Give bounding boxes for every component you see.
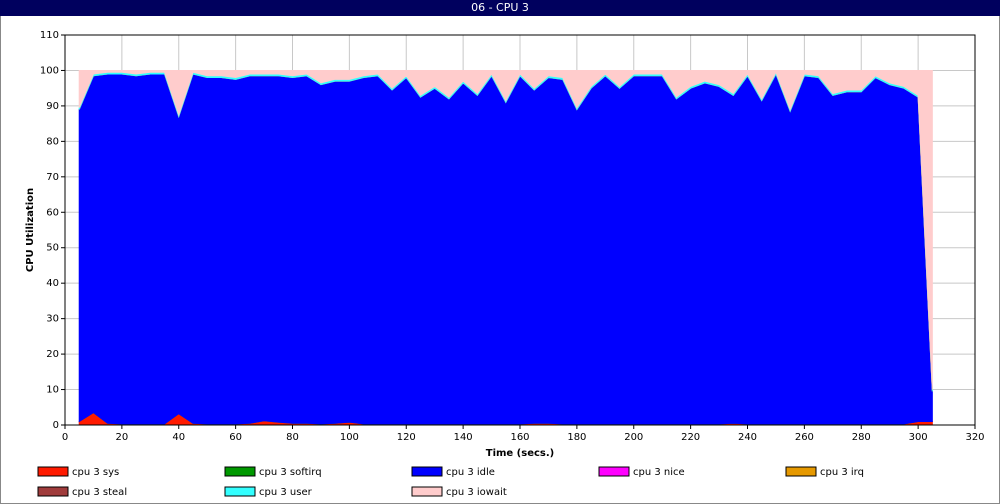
y-tick-label: 30: [46, 314, 59, 325]
y-tick-label: 100: [40, 65, 59, 76]
x-tick-label: 40: [172, 432, 185, 443]
x-tick-label: 80: [286, 432, 299, 443]
x-tick-label: 20: [116, 432, 129, 443]
x-tick-label: 300: [909, 432, 928, 443]
legend-swatch: [411, 486, 443, 497]
y-tick-label: 60: [46, 207, 59, 218]
x-tick-label: 220: [681, 432, 700, 443]
x-tick-label: 120: [397, 432, 416, 443]
x-tick-label: 60: [229, 432, 242, 443]
x-tick-label: 160: [510, 432, 529, 443]
y-tick-label: 70: [46, 172, 59, 183]
legend-label: cpu 3 sys: [72, 467, 119, 478]
x-tick-label: 100: [340, 432, 359, 443]
legend-label: cpu 3 iowait: [446, 487, 507, 498]
legend-swatch: [598, 466, 630, 477]
x-tick-label: 0: [62, 432, 68, 443]
y-axis-label: CPU Utilization: [25, 188, 36, 272]
legend-swatch: [224, 486, 256, 497]
legend-label: cpu 3 nice: [633, 467, 685, 478]
x-axis-label: Time (secs.): [486, 448, 555, 459]
legend-swatch: [785, 466, 817, 477]
legend-swatch: [411, 466, 443, 477]
x-tick-label: 180: [567, 432, 586, 443]
x-tick-label: 320: [965, 432, 984, 443]
y-tick-label: 110: [40, 30, 59, 41]
legend-label: cpu 3 irq: [820, 467, 864, 478]
x-tick-label: 260: [795, 432, 814, 443]
legend-swatch: [37, 486, 69, 497]
y-tick-label: 80: [46, 136, 59, 147]
plot-border: [64, 34, 976, 426]
y-tick-label: 90: [46, 101, 59, 112]
y-tick-label: 50: [46, 243, 59, 254]
legend-label: cpu 3 softirq: [259, 467, 322, 478]
y-tick-label: 0: [53, 420, 59, 431]
area: [78, 69, 933, 390]
x-tick-label: 280: [852, 432, 871, 443]
legend-swatch: [224, 466, 256, 477]
legend-label: cpu 3 steal: [72, 487, 127, 498]
chart-title: 06 - CPU 3: [471, 1, 529, 14]
area: [78, 72, 933, 425]
title-bar: [0, 0, 1000, 16]
legend-label: cpu 3 user: [259, 487, 313, 498]
x-tick-label: 240: [738, 432, 757, 443]
y-tick-label: 20: [46, 349, 59, 360]
y-tick-label: 40: [46, 278, 59, 289]
legend-swatch: [37, 466, 69, 477]
x-tick-label: 200: [624, 432, 643, 443]
y-tick-label: 10: [46, 385, 59, 396]
legend-label: cpu 3 idle: [446, 467, 495, 478]
x-tick-label: 140: [454, 432, 473, 443]
